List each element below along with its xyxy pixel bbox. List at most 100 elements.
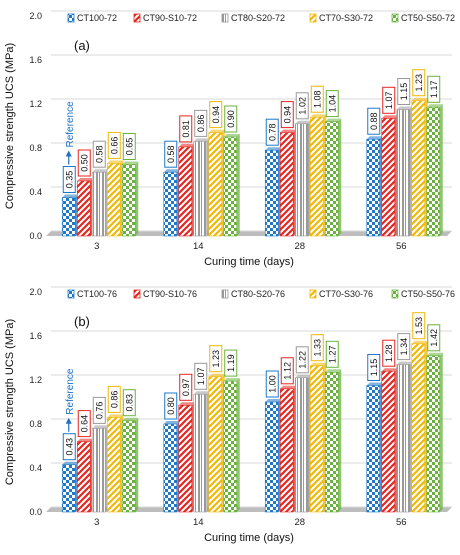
data-label-box <box>265 370 279 398</box>
bar <box>61 197 76 237</box>
bar-top <box>366 382 383 386</box>
data-label: 1.15 <box>369 359 379 377</box>
x-tick-label: 56 <box>396 241 407 252</box>
bar <box>309 116 324 237</box>
legend-label: CT70-S30-76 <box>319 289 373 299</box>
data-label-box <box>62 433 76 461</box>
bar-top <box>325 118 342 122</box>
bar <box>324 121 339 237</box>
data-label: 1.22 <box>297 351 307 369</box>
data-label-box <box>107 131 121 159</box>
data-label-box <box>295 92 309 120</box>
bar-top <box>62 194 79 198</box>
bar-top <box>77 178 94 181</box>
bar <box>163 423 178 513</box>
y-tick-label: 1.6 <box>29 55 42 65</box>
bar <box>61 464 76 513</box>
data-label-box <box>310 334 324 362</box>
bar-top <box>310 362 327 366</box>
data-label-box <box>122 389 136 417</box>
bar-top <box>178 402 195 406</box>
data-label: 1.07 <box>196 368 206 386</box>
bar <box>294 123 309 237</box>
data-label: 1.33 <box>312 339 322 357</box>
legend-swatch <box>133 289 141 299</box>
reference-arrowhead <box>65 417 72 424</box>
legend-label: CT100-76 <box>77 289 117 299</box>
bar-top <box>193 391 210 395</box>
y-tick-label: 0.0 <box>29 507 42 517</box>
bar-side <box>236 378 240 512</box>
legend-swatch <box>221 13 229 23</box>
data-label-box <box>382 339 396 367</box>
bar-top <box>280 129 297 133</box>
bar-side <box>338 369 342 512</box>
bar <box>193 393 208 513</box>
bar-top <box>295 374 312 378</box>
bar-top <box>325 369 342 373</box>
data-label-box <box>77 410 91 438</box>
bar <box>208 132 223 237</box>
data-label: 0.90 <box>226 110 236 128</box>
data-label: 0.35 <box>64 171 74 189</box>
x-tick-label: 28 <box>294 517 305 528</box>
bar <box>193 141 208 237</box>
data-label: 0.81 <box>181 120 191 138</box>
bar <box>91 171 106 237</box>
data-label: 0.86 <box>196 115 206 133</box>
y-tick-label: 0.0 <box>29 231 42 241</box>
data-label-box <box>164 392 178 420</box>
data-label-box <box>382 86 396 114</box>
data-label: 0.80 <box>166 397 176 415</box>
bar-side <box>236 134 240 236</box>
data-label: 1.42 <box>429 329 439 347</box>
data-label: 0.43 <box>64 438 74 456</box>
chart-floor <box>46 231 452 236</box>
data-label-box <box>62 166 76 193</box>
y-tick-label: 0.8 <box>29 143 42 153</box>
bar <box>121 420 136 513</box>
bar-top <box>396 106 413 110</box>
data-label-box <box>367 354 381 381</box>
chart-panel-a: 0.0 0.4 0.8 1.2 1.6 2.0 Compressive strength U… <box>4 10 455 268</box>
bar-top <box>163 169 180 173</box>
legend-label: CT100-72 <box>77 13 117 23</box>
data-label-box <box>77 149 91 177</box>
bar-top <box>381 368 398 372</box>
bar <box>381 118 396 237</box>
bar <box>208 376 223 513</box>
data-label-box <box>179 115 193 143</box>
legend-label: CT70-S30-72 <box>319 13 373 23</box>
x-tick-label: 14 <box>193 241 204 252</box>
data-label: 0.58 <box>166 145 176 163</box>
data-label: 1.34 <box>399 338 409 356</box>
bar-side <box>135 417 139 512</box>
data-label: 1.28 <box>384 344 394 362</box>
legend-swatch <box>391 13 399 23</box>
data-label: 0.97 <box>181 379 191 397</box>
y-axis-label: Compressive strength UCS (MPa) <box>4 319 16 485</box>
data-label-box <box>325 90 339 118</box>
bar-top <box>265 399 282 402</box>
bar-top <box>92 169 109 173</box>
data-label-box <box>209 101 223 129</box>
data-label-box <box>265 118 279 146</box>
legend-swatch <box>221 289 229 299</box>
x-axis-label: Curing time (days) <box>204 256 294 268</box>
legend-label: CT80-S20-76 <box>231 289 285 299</box>
bar-top <box>122 417 139 421</box>
data-label-box <box>280 101 294 129</box>
data-label: 1.23 <box>211 350 221 368</box>
y-tick-label: 1.6 <box>29 331 42 341</box>
bar <box>223 380 238 513</box>
bar-top <box>122 161 139 165</box>
data-label: 0.94 <box>211 106 221 124</box>
bar-top <box>223 378 240 382</box>
y-tick-label: 0.4 <box>29 187 42 197</box>
bar <box>121 164 136 237</box>
data-label-box <box>194 362 208 390</box>
chart-floor <box>46 507 452 512</box>
bar <box>309 365 324 513</box>
bar <box>366 138 381 237</box>
